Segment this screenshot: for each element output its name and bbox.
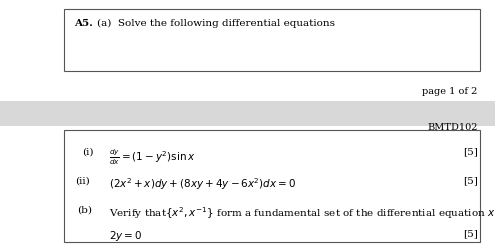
Text: $\frac{dy}{dx} = (1 - y^2)\sin x$: $\frac{dy}{dx} = (1 - y^2)\sin x$ [109,147,196,167]
Text: (a)  Solve the following differential equations: (a) Solve the following differential equ… [97,19,335,28]
Text: $2y = 0$: $2y = 0$ [109,229,142,243]
Text: (i): (i) [82,147,93,156]
Text: Verify that$\{x^2, x^{-1}\}$ form a fundamental set of the differential equation: Verify that$\{x^2, x^{-1}\}$ form a fund… [109,205,495,221]
Text: page 1 of 2: page 1 of 2 [422,87,478,96]
Text: BMTD102: BMTD102 [427,123,478,133]
Bar [0,126,495,252]
Bar [0,101,495,126]
Text: (ii): (ii) [75,176,90,185]
Bar [0,0,495,96]
Bar [64,130,480,242]
Text: (b): (b) [77,205,92,214]
Text: [5]: [5] [463,176,478,185]
Text: [5]: [5] [463,147,478,156]
Bar [64,9,480,71]
Text: A5.: A5. [74,19,93,28]
Text: $(2x^2 + x)dy + (8xy + 4y - 6x^2)dx = 0$: $(2x^2 + x)dy + (8xy + 4y - 6x^2)dx = 0$ [109,176,296,192]
Text: [5]: [5] [463,229,478,238]
